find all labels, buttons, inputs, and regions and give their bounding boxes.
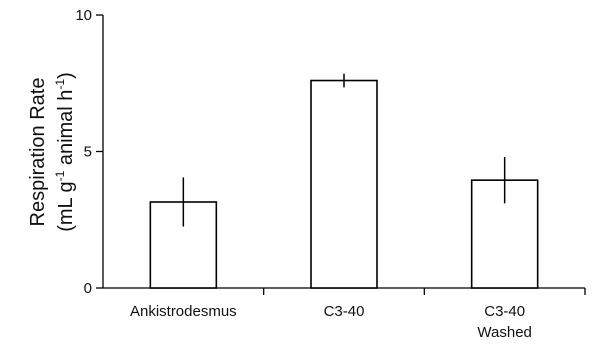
labels: Ankistrodesmus C3-40 C3-40 Washed Respiratio… (27, 72, 532, 341)
y-tick-label: 0 (84, 280, 92, 297)
x-tick-label: C3-40 (324, 303, 365, 320)
y-axis-title-units: (mL g-1 animal h-1) (53, 72, 77, 232)
y-tick-label: 10 (75, 7, 92, 24)
bar (310, 79, 378, 289)
bars (149, 79, 539, 289)
y-tick-label: 5 (84, 144, 92, 161)
error-bars (182, 73, 506, 227)
x-tick-label: C3-40 Washed (477, 303, 531, 341)
y-axis-title: Respiration Rate (27, 78, 49, 227)
x-tick-label: Ankistrodesmus (130, 303, 237, 320)
